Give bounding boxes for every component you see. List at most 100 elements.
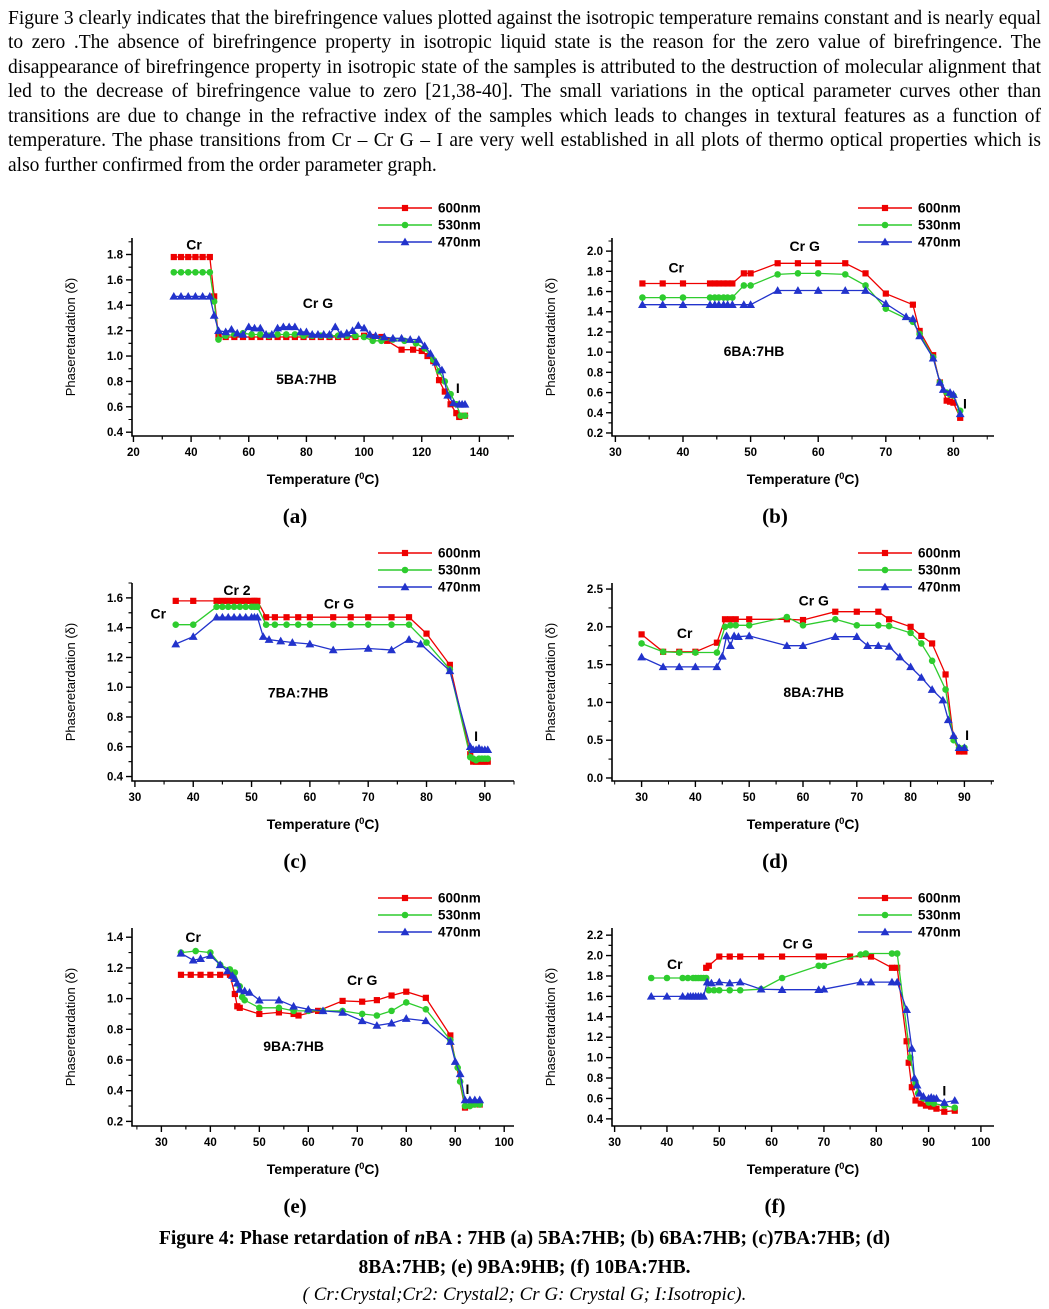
svg-text:530nm: 530nm	[918, 908, 961, 923]
svg-text:0.4: 0.4	[107, 427, 124, 439]
svg-text:90: 90	[958, 792, 971, 804]
svg-text:1.8: 1.8	[587, 267, 604, 279]
svg-text:2.0: 2.0	[587, 246, 603, 258]
svg-text:1.4: 1.4	[107, 932, 124, 944]
chart-10ba-7hb: 30 40 50 60 70 80 90 100 0.4 0.6 0.8 1.0 1.2 1.4 1.6 1.…	[540, 884, 1010, 1186]
svg-text:Cr: Cr	[677, 625, 693, 641]
svg-text:0.6: 0.6	[107, 402, 123, 414]
svg-text:50: 50	[743, 792, 756, 804]
svg-text:Cr: Cr	[186, 237, 202, 253]
svg-text:1.0: 1.0	[587, 347, 603, 359]
svg-text:80: 80	[904, 792, 917, 804]
svg-text:70: 70	[818, 1137, 831, 1149]
svg-text:70: 70	[351, 1137, 364, 1149]
chart-9ba-7hb: 30 40 50 60 70 80 90 100 0.2 0.4 0.6 0.8 1.0 1.2 1.4 Cr…	[60, 884, 530, 1186]
svg-text:I: I	[965, 727, 969, 743]
svg-text:0.6: 0.6	[107, 742, 123, 754]
svg-text:0.8: 0.8	[587, 368, 604, 380]
svg-text:30: 30	[608, 1137, 621, 1149]
caption-line-1: Figure 4: Phase retardation of nBA : 7HB…	[158, 1228, 891, 1250]
svg-text:1.4: 1.4	[587, 307, 604, 319]
panel-label-c: (c)	[283, 849, 307, 874]
svg-text:2.0: 2.0	[587, 951, 603, 963]
svg-text:60: 60	[242, 447, 255, 459]
svg-text:90: 90	[478, 792, 491, 804]
svg-text:1.0: 1.0	[107, 994, 123, 1006]
svg-text:0.2: 0.2	[587, 428, 603, 440]
svg-text:1.8: 1.8	[107, 250, 124, 262]
svg-text:30: 30	[155, 1137, 168, 1149]
svg-text:470nm: 470nm	[438, 580, 481, 595]
svg-text:1.0: 1.0	[107, 351, 123, 363]
intro-paragraph: Figure 3 clearly indicates that the bire…	[8, 8, 1041, 176]
svg-text:I: I	[474, 728, 478, 744]
svg-text:470nm: 470nm	[918, 925, 961, 940]
svg-text:530nm: 530nm	[438, 218, 481, 233]
svg-text:1.4: 1.4	[107, 301, 124, 313]
svg-text:Phaseretardation (δ): Phaseretardation (δ)	[543, 278, 558, 397]
svg-text:60: 60	[812, 447, 825, 459]
chart-5ba-7hb: 20 40 60 80 100 120 140 0.4 0.6 0.8 1.0 1.2 1.4 1.6 1.…	[60, 194, 530, 496]
svg-text:470nm: 470nm	[438, 235, 481, 250]
svg-text:0.8: 0.8	[107, 1025, 124, 1037]
svg-text:Temperature (0C): Temperature (0C)	[747, 471, 859, 487]
caption-line-2: 8BA:7HB; (e) 9BA:9HB; (f) 10BA:7HB.	[358, 1256, 691, 1278]
svg-text:2.0: 2.0	[587, 622, 603, 634]
svg-text:1.0: 1.0	[587, 698, 603, 710]
svg-text:70: 70	[362, 792, 375, 804]
figure-caption: Figure 4: Phase retardation of nBA : 7HB…	[0, 1225, 1049, 1308]
chart-8ba-7hb: 30 40 50 60 70 80 90 0.0 0.5 1.0 1.5 2.0 2.5 Cr Cr G 8B…	[540, 539, 1010, 841]
svg-text:40: 40	[187, 792, 200, 804]
svg-text:0.8: 0.8	[107, 377, 124, 389]
svg-text:Cr G: Cr G	[790, 238, 820, 254]
svg-text:Temperature (0C): Temperature (0C)	[267, 471, 379, 487]
svg-text:1.6: 1.6	[587, 287, 603, 299]
svg-text:Temperature (0C): Temperature (0C)	[747, 1161, 859, 1177]
svg-text:60: 60	[303, 792, 316, 804]
svg-text:1.0: 1.0	[107, 682, 123, 694]
svg-text:I: I	[456, 380, 460, 396]
svg-text:8BA:7HB: 8BA:7HB	[783, 684, 844, 700]
chart-6ba-7hb: 30 40 50 60 70 80 0.2 0.4 0.6 0.8 1.0 1.2 1.4 1.6 1.8 2…	[540, 194, 1010, 496]
svg-text:600nm: 600nm	[918, 201, 961, 216]
svg-text:9BA:7HB: 9BA:7HB	[263, 1038, 324, 1054]
svg-text:100: 100	[495, 1137, 514, 1149]
svg-text:40: 40	[689, 792, 702, 804]
svg-text:1.4: 1.4	[587, 1012, 604, 1024]
svg-text:5BA:7HB: 5BA:7HB	[276, 371, 337, 387]
svg-text:Cr: Cr	[667, 956, 683, 972]
svg-text:600nm: 600nm	[918, 891, 961, 906]
svg-text:2.5: 2.5	[587, 584, 604, 596]
svg-text:470nm: 470nm	[918, 235, 961, 250]
svg-text:0.6: 0.6	[587, 1094, 603, 1106]
svg-text:Temperature (0C): Temperature (0C)	[747, 816, 859, 832]
svg-text:530nm: 530nm	[438, 563, 481, 578]
svg-text:0.6: 0.6	[587, 388, 603, 400]
svg-text:Phaseretardation (δ): Phaseretardation (δ)	[63, 623, 78, 742]
svg-text:50: 50	[713, 1137, 726, 1149]
svg-text:600nm: 600nm	[438, 201, 481, 216]
svg-text:1.6: 1.6	[107, 275, 123, 287]
svg-text:Cr: Cr	[185, 929, 201, 945]
caption-legend-key: ( Cr:Crystal;Cr2: Crystal2; Cr G: Crysta…	[302, 1283, 747, 1305]
svg-text:0.0: 0.0	[587, 773, 603, 785]
svg-text:120: 120	[412, 447, 431, 459]
figure-panel-d: 30 40 50 60 70 80 90 0.0 0.5 1.0 1.5 2.0 2.5 Cr Cr G 8B…	[535, 539, 1015, 878]
svg-text:530nm: 530nm	[918, 218, 961, 233]
svg-text:Cr G: Cr G	[783, 936, 813, 952]
svg-text:70: 70	[850, 792, 863, 804]
chart-7ba-7hb: 30 40 50 60 70 80 90 0.4 0.6 0.8 1.0 1.2 1.4 1.6 Cr Cr …	[60, 539, 530, 841]
svg-text:7BA:7HB: 7BA:7HB	[268, 685, 329, 701]
panel-label-b: (b)	[762, 504, 788, 529]
svg-text:1.2: 1.2	[107, 653, 123, 665]
svg-text:Phaseretardation (δ): Phaseretardation (δ)	[543, 968, 558, 1087]
svg-text:0.2: 0.2	[107, 1117, 123, 1129]
svg-text:60: 60	[765, 1137, 778, 1149]
svg-text:0.8: 0.8	[587, 1073, 604, 1085]
svg-text:30: 30	[635, 792, 648, 804]
svg-text:80: 80	[947, 447, 960, 459]
figure-4-grid: 20 40 60 80 100 120 140 0.4 0.6 0.8 1.0 1.2 1.4 1.6 1.…	[55, 194, 1049, 1223]
svg-text:40: 40	[204, 1137, 217, 1149]
svg-text:Cr 2: Cr 2	[223, 582, 250, 598]
svg-text:0.4: 0.4	[587, 408, 604, 420]
